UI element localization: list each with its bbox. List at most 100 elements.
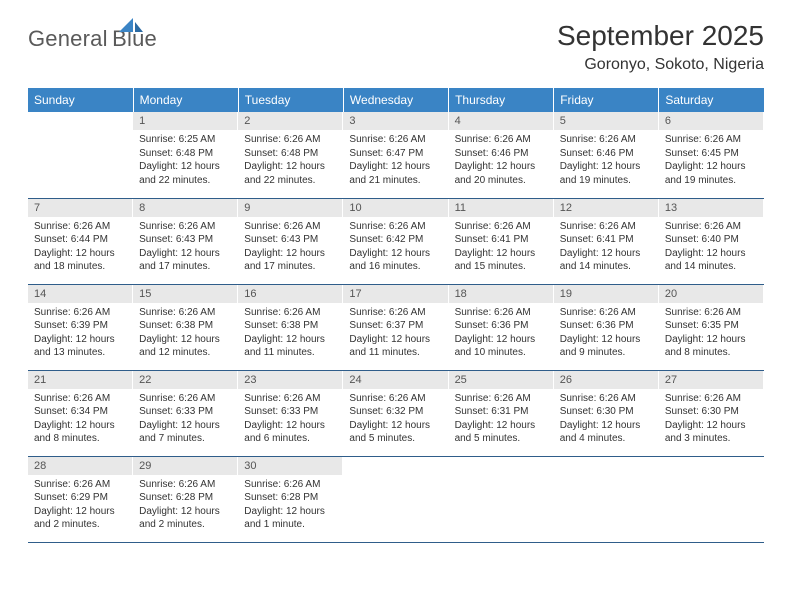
day-content: Sunrise: 6:26 AMSunset: 6:41 PMDaylight:… bbox=[554, 217, 659, 274]
day-content: Sunrise: 6:26 AMSunset: 6:30 PMDaylight:… bbox=[554, 389, 659, 446]
daylight-text: and 14 minutes. bbox=[560, 260, 653, 274]
day-content: Sunrise: 6:26 AMSunset: 6:47 PMDaylight:… bbox=[343, 130, 448, 187]
calendar-cell: 2Sunrise: 6:26 AMSunset: 6:48 PMDaylight… bbox=[238, 112, 343, 198]
day-content: Sunrise: 6:25 AMSunset: 6:48 PMDaylight:… bbox=[133, 130, 238, 187]
day-number: 17 bbox=[343, 285, 448, 303]
calendar-cell: 17Sunrise: 6:26 AMSunset: 6:37 PMDayligh… bbox=[343, 284, 448, 370]
daylight-text: Daylight: 12 hours bbox=[349, 247, 442, 261]
calendar-cell: 1Sunrise: 6:25 AMSunset: 6:48 PMDaylight… bbox=[133, 112, 238, 198]
calendar-row: 14Sunrise: 6:26 AMSunset: 6:39 PMDayligh… bbox=[28, 284, 764, 370]
sunrise-text: Sunrise: 6:25 AM bbox=[139, 133, 232, 147]
daylight-text: and 14 minutes. bbox=[665, 260, 758, 274]
daylight-text: Daylight: 12 hours bbox=[244, 333, 337, 347]
daylight-text: and 6 minutes. bbox=[244, 432, 337, 446]
calendar-table: SundayMondayTuesdayWednesdayThursdayFrid… bbox=[28, 88, 764, 543]
daylight-text: and 22 minutes. bbox=[244, 174, 337, 188]
calendar-cell: 25Sunrise: 6:26 AMSunset: 6:31 PMDayligh… bbox=[449, 370, 554, 456]
daylight-text: Daylight: 12 hours bbox=[455, 419, 548, 433]
daylight-text: and 8 minutes. bbox=[34, 432, 127, 446]
calendar-cell: 8Sunrise: 6:26 AMSunset: 6:43 PMDaylight… bbox=[133, 198, 238, 284]
sunset-text: Sunset: 6:29 PM bbox=[34, 491, 127, 505]
day-number: 25 bbox=[449, 371, 554, 389]
weekday-header: Sunday bbox=[28, 88, 133, 112]
header: General Blue September 2025 Goronyo, Sok… bbox=[28, 20, 764, 74]
daylight-text: Daylight: 12 hours bbox=[560, 160, 653, 174]
sunrise-text: Sunrise: 6:26 AM bbox=[455, 133, 548, 147]
sunset-text: Sunset: 6:46 PM bbox=[560, 147, 653, 161]
calendar-cell: 3Sunrise: 6:26 AMSunset: 6:47 PMDaylight… bbox=[343, 112, 448, 198]
daylight-text: Daylight: 12 hours bbox=[244, 419, 337, 433]
sunset-text: Sunset: 6:41 PM bbox=[560, 233, 653, 247]
daylight-text: and 19 minutes. bbox=[665, 174, 758, 188]
sunrise-text: Sunrise: 6:26 AM bbox=[349, 392, 442, 406]
daylight-text: and 3 minutes. bbox=[665, 432, 758, 446]
day-number: 3 bbox=[343, 112, 448, 130]
daylight-text: Daylight: 12 hours bbox=[560, 247, 653, 261]
sunset-text: Sunset: 6:32 PM bbox=[349, 405, 442, 419]
sunset-text: Sunset: 6:48 PM bbox=[139, 147, 232, 161]
day-content: Sunrise: 6:26 AMSunset: 6:46 PMDaylight:… bbox=[449, 130, 554, 187]
day-content: Sunrise: 6:26 AMSunset: 6:38 PMDaylight:… bbox=[133, 303, 238, 360]
daylight-text: Daylight: 12 hours bbox=[139, 247, 232, 261]
weekday-header: Tuesday bbox=[238, 88, 343, 112]
daylight-text: and 20 minutes. bbox=[455, 174, 548, 188]
sunset-text: Sunset: 6:39 PM bbox=[34, 319, 127, 333]
calendar-cell: 22Sunrise: 6:26 AMSunset: 6:33 PMDayligh… bbox=[133, 370, 238, 456]
daylight-text: and 11 minutes. bbox=[349, 346, 442, 360]
day-number: 7 bbox=[28, 199, 133, 217]
day-content: Sunrise: 6:26 AMSunset: 6:30 PMDaylight:… bbox=[659, 389, 764, 446]
sunrise-text: Sunrise: 6:26 AM bbox=[139, 392, 232, 406]
day-number: 1 bbox=[133, 112, 238, 130]
calendar-body: 1Sunrise: 6:25 AMSunset: 6:48 PMDaylight… bbox=[28, 112, 764, 542]
day-content: Sunrise: 6:26 AMSunset: 6:42 PMDaylight:… bbox=[343, 217, 448, 274]
daylight-text: Daylight: 12 hours bbox=[665, 160, 758, 174]
sunrise-text: Sunrise: 6:26 AM bbox=[455, 306, 548, 320]
day-content: Sunrise: 6:26 AMSunset: 6:44 PMDaylight:… bbox=[28, 217, 133, 274]
day-number: 15 bbox=[133, 285, 238, 303]
calendar-cell bbox=[449, 456, 554, 542]
day-number: 9 bbox=[238, 199, 343, 217]
day-number: 21 bbox=[28, 371, 133, 389]
sunset-text: Sunset: 6:48 PM bbox=[244, 147, 337, 161]
day-number: 22 bbox=[133, 371, 238, 389]
day-content: Sunrise: 6:26 AMSunset: 6:37 PMDaylight:… bbox=[343, 303, 448, 360]
day-content: Sunrise: 6:26 AMSunset: 6:38 PMDaylight:… bbox=[238, 303, 343, 360]
day-content: Sunrise: 6:26 AMSunset: 6:39 PMDaylight:… bbox=[28, 303, 133, 360]
daylight-text: and 2 minutes. bbox=[34, 518, 127, 532]
logo-line1: General bbox=[28, 26, 108, 51]
sunrise-text: Sunrise: 6:26 AM bbox=[560, 133, 653, 147]
day-content: Sunrise: 6:26 AMSunset: 6:34 PMDaylight:… bbox=[28, 389, 133, 446]
sunset-text: Sunset: 6:30 PM bbox=[665, 405, 758, 419]
sunrise-text: Sunrise: 6:26 AM bbox=[244, 133, 337, 147]
daylight-text: Daylight: 12 hours bbox=[139, 333, 232, 347]
calendar-row: 28Sunrise: 6:26 AMSunset: 6:29 PMDayligh… bbox=[28, 456, 764, 542]
calendar-cell: 21Sunrise: 6:26 AMSunset: 6:34 PMDayligh… bbox=[28, 370, 133, 456]
day-content: Sunrise: 6:26 AMSunset: 6:41 PMDaylight:… bbox=[449, 217, 554, 274]
logo: General Blue bbox=[28, 26, 185, 52]
day-number: 29 bbox=[133, 457, 238, 475]
daylight-text: Daylight: 12 hours bbox=[455, 160, 548, 174]
sunset-text: Sunset: 6:30 PM bbox=[560, 405, 653, 419]
day-number: 2 bbox=[238, 112, 343, 130]
daylight-text: and 21 minutes. bbox=[349, 174, 442, 188]
day-number: 14 bbox=[28, 285, 133, 303]
daylight-text: and 13 minutes. bbox=[34, 346, 127, 360]
daylight-text: and 19 minutes. bbox=[560, 174, 653, 188]
location: Goronyo, Sokoto, Nigeria bbox=[557, 56, 764, 74]
daylight-text: Daylight: 12 hours bbox=[139, 419, 232, 433]
day-number: 16 bbox=[238, 285, 343, 303]
daylight-text: Daylight: 12 hours bbox=[560, 419, 653, 433]
daylight-text: Daylight: 12 hours bbox=[244, 247, 337, 261]
day-number: 8 bbox=[133, 199, 238, 217]
day-number: 24 bbox=[343, 371, 448, 389]
sunset-text: Sunset: 6:46 PM bbox=[455, 147, 548, 161]
daylight-text: and 8 minutes. bbox=[665, 346, 758, 360]
day-content: Sunrise: 6:26 AMSunset: 6:46 PMDaylight:… bbox=[554, 130, 659, 187]
daylight-text: Daylight: 12 hours bbox=[665, 419, 758, 433]
sunrise-text: Sunrise: 6:26 AM bbox=[244, 306, 337, 320]
sunset-text: Sunset: 6:38 PM bbox=[139, 319, 232, 333]
calendar-cell bbox=[343, 456, 448, 542]
month-title: September 2025 bbox=[557, 20, 764, 52]
sunset-text: Sunset: 6:40 PM bbox=[665, 233, 758, 247]
weekday-header: Saturday bbox=[659, 88, 764, 112]
